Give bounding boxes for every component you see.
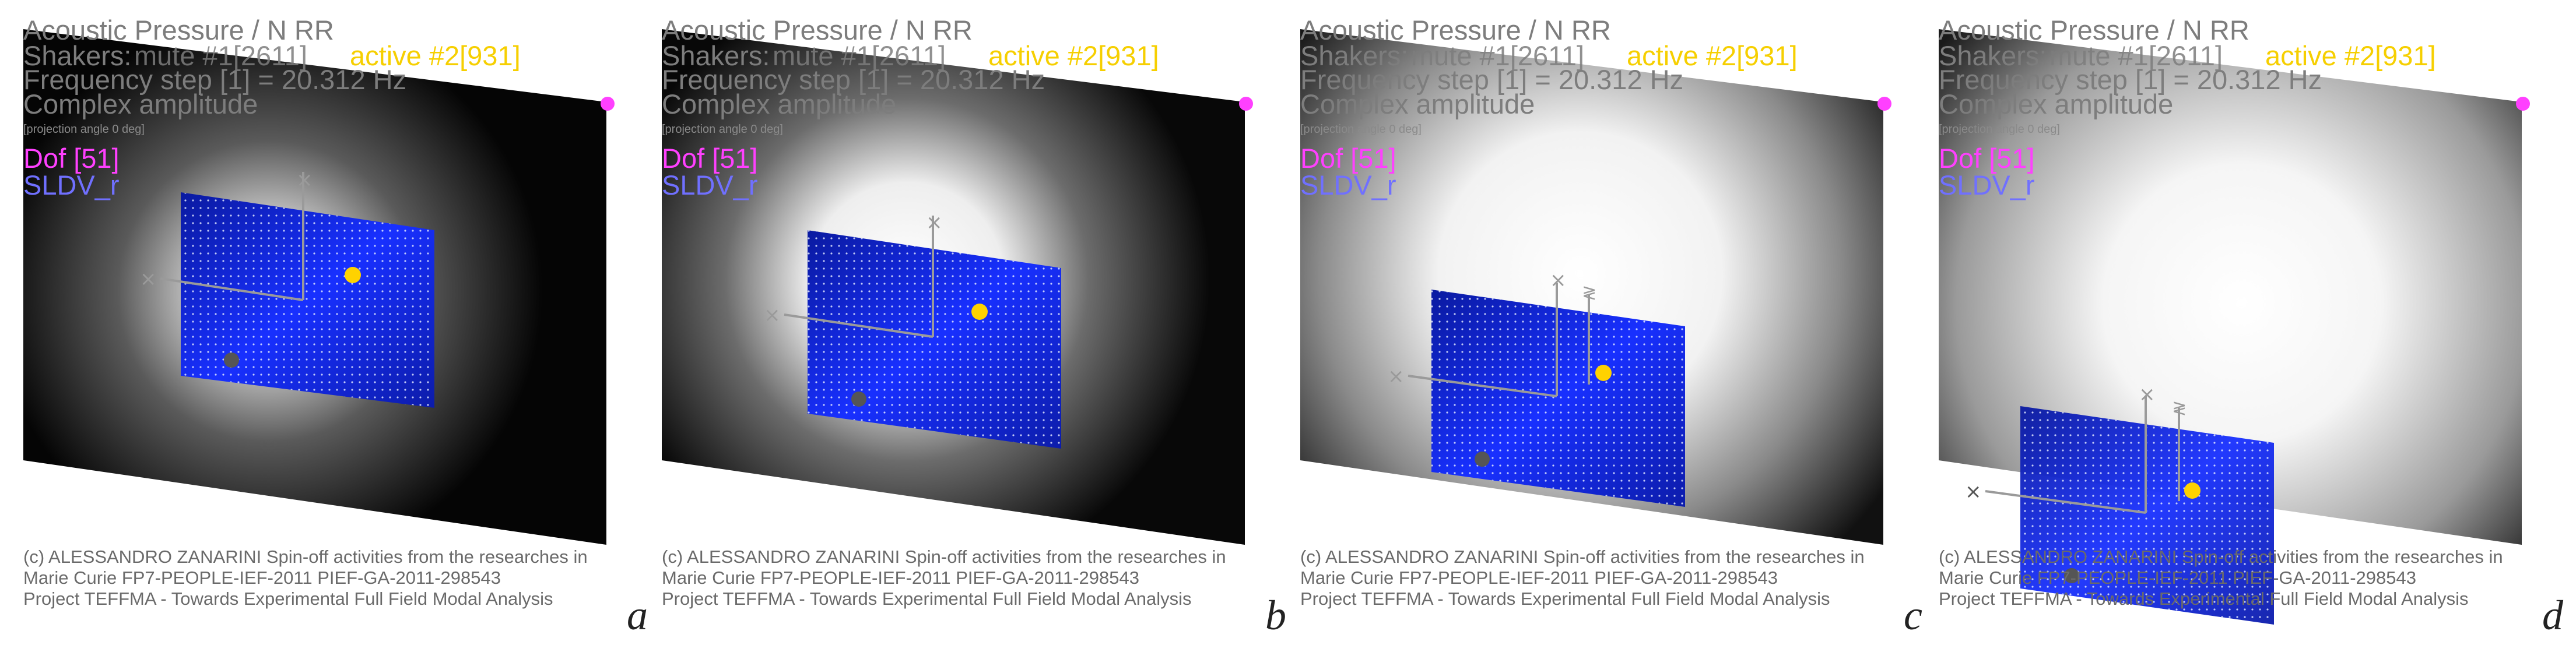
active-shaker-point xyxy=(1595,365,1612,381)
active-shaker-point xyxy=(971,304,988,320)
panel-c: × ≷ × Acoustic Pressure / N RR Shakers: … xyxy=(1277,0,1922,645)
plate-grid xyxy=(181,192,434,408)
plate-grid xyxy=(2020,406,2274,625)
active-shaker-point xyxy=(345,267,361,283)
panel-a: × × Acoustic Pressure / N RR Shakers: mu… xyxy=(0,0,648,645)
svg-text:×: × xyxy=(926,211,943,234)
axes: × ≷ × xyxy=(1388,269,1596,397)
mute-shaker-point xyxy=(224,353,239,368)
plate-grid xyxy=(808,230,1061,449)
svg-text:×: × xyxy=(2139,383,2156,406)
svg-text:×: × xyxy=(1965,480,1982,503)
panel-d: × ≷ × Acoustic Pressure / N RR Shakers: … xyxy=(1915,0,2563,645)
dof-marker xyxy=(601,97,615,111)
svg-text:×: × xyxy=(764,304,781,327)
svg-text:≷: ≷ xyxy=(2172,398,2187,418)
plate-grid xyxy=(1431,290,1685,507)
dof-marker xyxy=(1239,97,1253,111)
svg-text:×: × xyxy=(140,267,157,291)
axes: × × xyxy=(764,211,943,338)
svg-text:×: × xyxy=(1550,269,1567,292)
axes: × ≷ × xyxy=(1965,383,2187,514)
svg-text:×: × xyxy=(1388,365,1405,388)
axes: × × xyxy=(140,168,313,301)
dof-marker xyxy=(1877,97,1891,111)
mute-shaker-point xyxy=(1475,452,1490,467)
svg-text:×: × xyxy=(296,168,313,192)
dof-marker xyxy=(2516,97,2530,111)
panel-b: × × Acoustic Pressure / N RR Shakers: mu… xyxy=(638,0,1286,645)
active-shaker-point xyxy=(2184,482,2201,499)
mute-shaker-point xyxy=(2064,568,2079,583)
svg-text:≷: ≷ xyxy=(1582,283,1596,303)
mute-shaker-point xyxy=(851,392,866,407)
